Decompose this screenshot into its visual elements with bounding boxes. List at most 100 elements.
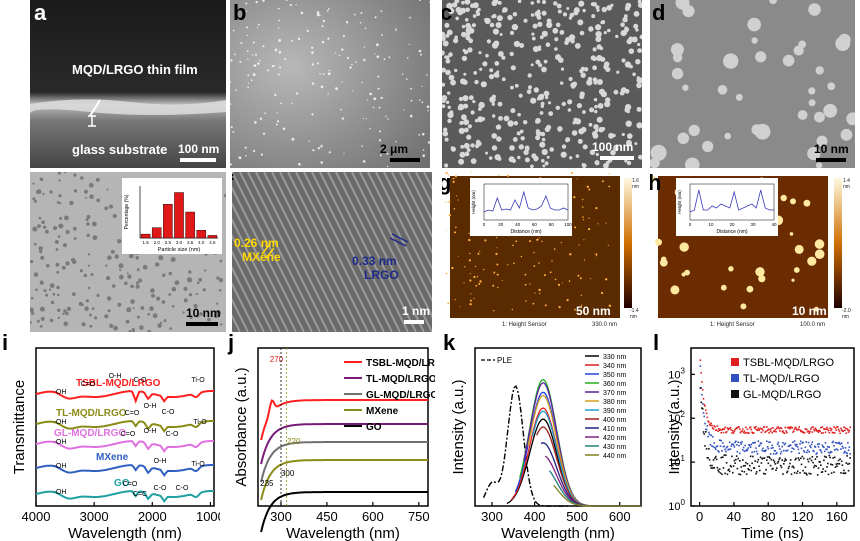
texture-dot (544, 126, 551, 132)
lattice-fringe (271, 172, 353, 332)
texture-dot (477, 7, 481, 12)
texture-dot (546, 155, 550, 159)
texture-dot (491, 42, 499, 49)
data-point (739, 441, 742, 444)
panel-d-sem: d 10 nm (650, 0, 855, 168)
data-point (770, 447, 773, 449)
texture-dot (814, 239, 825, 249)
data-point (768, 432, 770, 434)
data-point (820, 449, 822, 452)
data-point (739, 431, 742, 434)
data-point (826, 426, 828, 429)
texture-dot (224, 193, 226, 198)
texture-dot (541, 66, 547, 73)
texture-dot (524, 283, 527, 286)
texture-dot (621, 132, 625, 137)
data-point (778, 458, 780, 461)
lattice-fringe (375, 172, 432, 287)
data-point (745, 431, 748, 434)
texture-dot (379, 130, 382, 133)
data-point (784, 458, 787, 460)
peak-annotation: 270 (270, 355, 284, 364)
data-point (818, 460, 821, 463)
texture-dot (598, 88, 605, 95)
lattice-fringe (247, 172, 329, 332)
texture-dot (161, 300, 166, 304)
texture-dot (409, 114, 413, 118)
texture-dot (88, 182, 94, 188)
texture-dot (456, 195, 458, 197)
data-point (792, 441, 794, 443)
texture-dot (87, 286, 91, 290)
histogram-bar (174, 192, 184, 239)
texture-dot (341, 48, 344, 51)
texture-dot (65, 229, 70, 235)
panel-h-afm: h 0 10 20 30 40 Distance (nm) Height (nm) 10 n… (650, 172, 855, 332)
data-point (847, 463, 849, 465)
texture-dot (347, 56, 350, 60)
data-point (846, 455, 848, 457)
panel-label-h: h (650, 172, 662, 195)
texture-dot (246, 50, 249, 53)
texture-dot (512, 244, 514, 247)
texture-dot (464, 0, 471, 5)
data-point (811, 456, 814, 458)
texture-dot (494, 61, 500, 66)
texture-dot (65, 261, 70, 266)
panel-label-k: k (443, 334, 456, 355)
texture-dot (132, 307, 135, 310)
texture-dot (793, 267, 800, 273)
peak-annotation: C=C (133, 491, 147, 498)
data-point (797, 457, 800, 459)
texture-dot (94, 316, 98, 320)
texture-dot (381, 34, 383, 36)
data-point (712, 446, 715, 448)
texture-dot (163, 319, 167, 323)
texture-dot (532, 46, 540, 53)
texture-dot (183, 286, 188, 291)
data-point (705, 428, 707, 431)
texture-dot (489, 68, 494, 73)
texture-dot (195, 292, 198, 296)
texture-dot (484, 239, 487, 242)
texture-dot (291, 137, 295, 141)
data-point (751, 451, 753, 454)
texture-dot (688, 124, 700, 137)
data-point (756, 453, 759, 455)
texture-dot (601, 20, 606, 25)
data-point (836, 442, 838, 444)
texture-dot (230, 103, 232, 105)
texture-dot (297, 37, 301, 41)
texture-dot (311, 51, 314, 54)
x-tick-label: 0 (483, 222, 486, 227)
texture-dot (83, 189, 88, 194)
data-point (807, 460, 810, 463)
data-point (720, 456, 722, 459)
texture-dot (452, 177, 455, 180)
decay-series-2 (699, 387, 851, 476)
texture-dot (493, 272, 495, 274)
data-point (823, 428, 826, 430)
texture-dot (140, 306, 145, 310)
texture-dot (815, 162, 823, 168)
plot-frame (257, 347, 429, 507)
texture-dot (49, 318, 54, 323)
data-point (749, 455, 752, 458)
data-point (771, 444, 773, 447)
data-point (759, 444, 761, 446)
texture-dot (170, 257, 176, 262)
texture-dot (582, 198, 584, 201)
data-point (819, 461, 821, 463)
lattice-fringe (232, 281, 257, 332)
data-point (758, 445, 760, 447)
texture-dot (535, 59, 541, 65)
texture-dot (679, 242, 689, 252)
texture-dot (406, 78, 408, 80)
texture-dot (193, 303, 198, 309)
legend-label: MXene (366, 406, 399, 417)
texture-dot (532, 302, 535, 305)
texture-dot (239, 61, 242, 63)
texture-dot (751, 37, 758, 44)
scale-bar-a (180, 158, 216, 162)
data-point (828, 446, 831, 448)
